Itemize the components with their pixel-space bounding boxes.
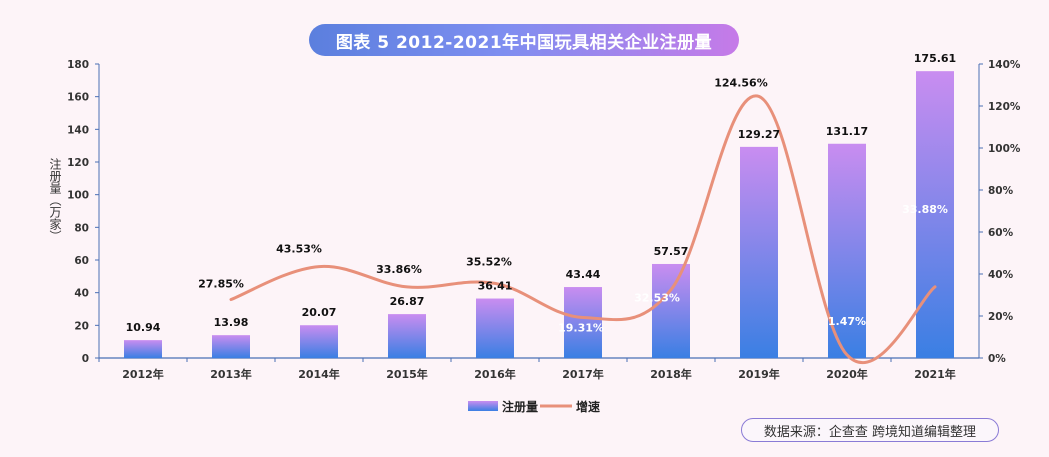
x-tick-label: 2021年 (914, 367, 956, 381)
y-tick-label-left: 60 (74, 255, 89, 267)
line-data-label: 35.52% (466, 255, 512, 268)
y-tick-label-left: 180 (67, 59, 89, 71)
x-tick-label: 2016年 (474, 367, 516, 381)
y-tick-label-right: 60% (988, 227, 1014, 239)
bar-data-label: 20.07 (302, 306, 337, 319)
y-tick-label-right: 120% (988, 101, 1021, 113)
x-tick-label: 2014年 (298, 367, 340, 381)
bar-data-label: 175.61 (914, 52, 956, 65)
y-tick-label-left: 140 (67, 124, 89, 136)
x-tick-label: 2015年 (386, 367, 428, 381)
bar (300, 325, 338, 358)
y-tick-label-left: 100 (67, 190, 89, 202)
bar (916, 71, 954, 358)
line-data-label: 33.88% (902, 203, 948, 216)
line-data-label: 43.53% (276, 243, 322, 256)
bar (740, 146, 778, 358)
x-tick-label: 2012年 (122, 367, 164, 381)
source-note: 数据来源：企查查 跨境知道编辑整理 (741, 418, 999, 442)
bar (212, 335, 250, 358)
line-data-label: 124.56% (714, 76, 767, 89)
y-tick-label-left: 20 (74, 320, 89, 332)
bar (124, 340, 162, 358)
bar (652, 263, 690, 358)
line-data-label: 27.85% (198, 278, 244, 291)
bar-data-label: 10.94 (126, 321, 161, 334)
y-tick-label-right: 0% (988, 353, 1006, 365)
y-tick-label-left: 0 (82, 353, 89, 365)
bar-data-label: 131.17 (826, 125, 868, 138)
line-data-label: 1.47% (828, 315, 866, 328)
bar (388, 314, 426, 358)
x-tick-label: 2020年 (826, 367, 868, 381)
y-tick-label-right: 80% (988, 185, 1014, 197)
bar (476, 298, 514, 358)
y-tick-label-right: 20% (988, 311, 1014, 323)
x-tick-label: 2018年 (650, 367, 692, 381)
legend-line-label: 增速 (576, 399, 600, 414)
y-tick-label-right: 100% (988, 143, 1021, 155)
y-axis-label: 注册量（万家） (48, 158, 62, 242)
x-tick-label: 2019年 (738, 367, 780, 381)
bar-data-label: 43.44 (566, 268, 601, 281)
line-data-label: 32.53% (634, 292, 680, 305)
bar-data-label: 129.27 (738, 128, 780, 141)
line-data-label: 33.86% (376, 263, 422, 276)
y-tick-label-left: 160 (67, 92, 89, 104)
y-tick-label-left: 80 (74, 222, 89, 234)
bar (564, 287, 602, 358)
bar-data-label: 57.57 (654, 245, 689, 258)
legend-bar-swatch (468, 401, 498, 411)
y-tick-label-right: 40% (988, 269, 1014, 281)
bar-data-label: 26.87 (390, 295, 425, 308)
y-tick-label-right: 140% (988, 59, 1021, 71)
y-tick-label-left: 40 (74, 288, 89, 300)
x-tick-label: 2013年 (210, 367, 252, 381)
chart-title: 图表 5 2012-2021年中国玩具相关企业注册量 (309, 24, 739, 56)
line-data-label: 19.31% (558, 321, 604, 334)
bar-data-label: 13.98 (214, 316, 249, 329)
x-tick-label: 2017年 (562, 367, 604, 381)
growth-line (229, 94, 937, 365)
bar-data-label: 36.41 (478, 280, 513, 293)
y-tick-label-left: 120 (67, 157, 89, 169)
bar (828, 143, 866, 358)
legend-bar-label: 注册量 (502, 399, 538, 414)
